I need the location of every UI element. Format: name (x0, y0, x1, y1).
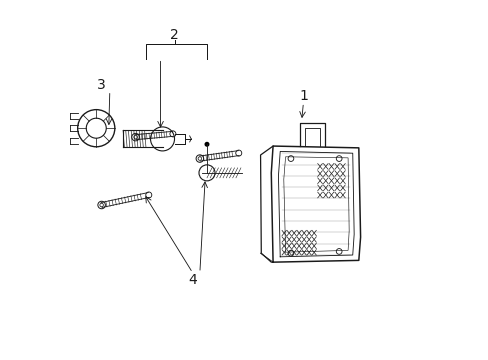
Text: 2: 2 (170, 28, 179, 42)
Circle shape (205, 143, 208, 146)
Text: 4: 4 (188, 273, 197, 287)
Text: 1: 1 (298, 89, 307, 103)
Text: 3: 3 (96, 78, 105, 92)
